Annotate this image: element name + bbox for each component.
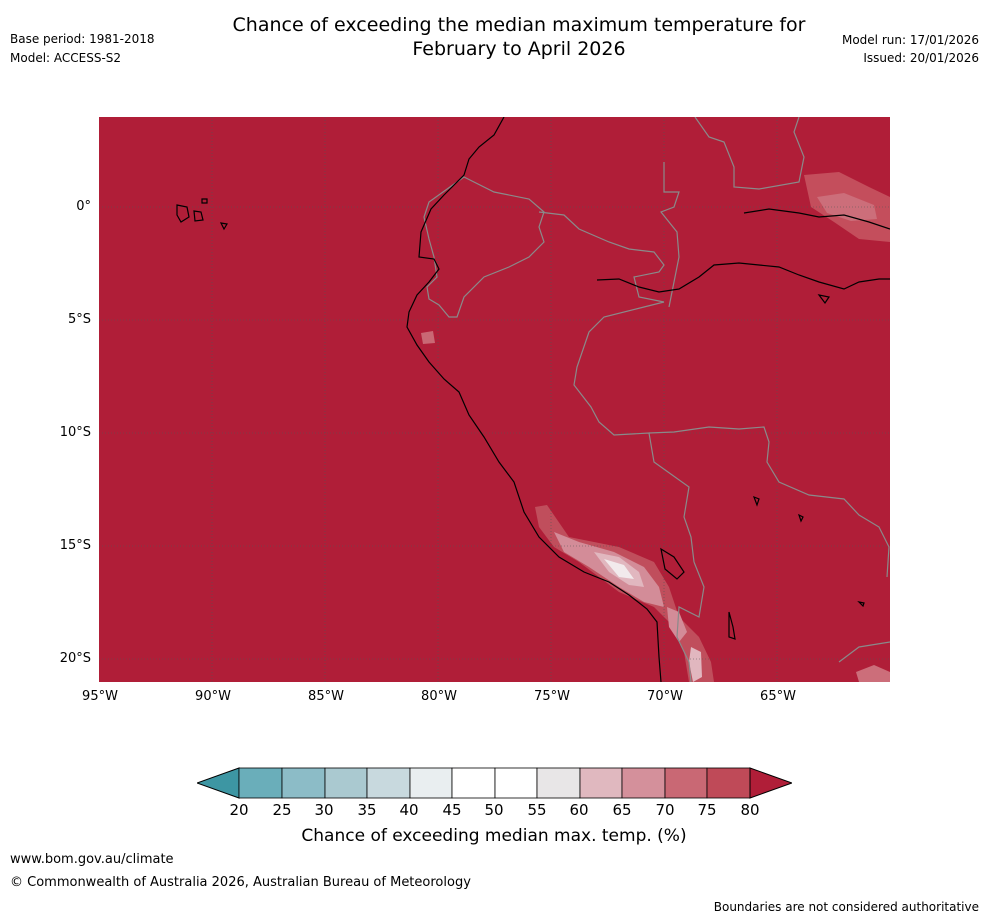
issued-text: Issued: 20/01/2026 (863, 51, 979, 65)
forecast-map (99, 117, 890, 682)
colorbar-tick-80: 80 (740, 801, 760, 819)
colorbar-tick-40: 40 (399, 801, 419, 819)
colorbar-min-arrow (197, 767, 240, 799)
colorbar-tick-50: 50 (484, 801, 504, 819)
title-line-2: February to April 2026 (412, 38, 626, 60)
lon-label-95w: 95°W (82, 689, 118, 704)
gridlines (99, 117, 890, 682)
colorbar-tick-20: 20 (229, 801, 249, 819)
colorbar-bin-50-55 (494, 767, 538, 799)
lat-label-20s: 20°S (59, 651, 91, 666)
map-background (99, 117, 890, 682)
colorbar-bin-60-65 (579, 767, 623, 799)
lon-label-65w: 65°W (760, 689, 796, 704)
colorbar-bin-30-35 (324, 767, 368, 799)
lon-label-85w: 85°W (308, 689, 344, 704)
colorbar-bin-45-50 (451, 767, 496, 799)
colorbar-tick-30: 30 (314, 801, 334, 819)
colorbar-bin-40-45 (409, 767, 453, 799)
colorbar-tick-35: 35 (357, 801, 377, 819)
colorbar-tick-70: 70 (655, 801, 675, 819)
lat-label-0: 0° (76, 199, 91, 214)
colorbar-tick-75: 75 (697, 801, 717, 819)
colorbar (197, 767, 792, 799)
lat-label-10s: 10°S (59, 425, 91, 440)
colorbar-tick-45: 45 (442, 801, 462, 819)
coastline (176, 117, 890, 682)
copyright-text: © Commonwealth of Australia 2026, Austra… (10, 875, 471, 890)
title-line-1: Chance of exceeding the median maximum t… (232, 14, 806, 36)
map-title: Chance of exceeding the median maximum t… (0, 13, 988, 61)
colorbar-bin-65-70 (621, 767, 666, 799)
probability-shading (421, 172, 890, 682)
lat-label-5s: 5°S (67, 312, 91, 327)
colorbar-bin-70-75 (664, 767, 708, 799)
colorbar-tick-60: 60 (569, 801, 589, 819)
colorbar-max-arrow (749, 767, 792, 799)
lon-label-75w: 75°W (534, 689, 570, 704)
colorbar-bin-75-80 (706, 767, 751, 799)
lon-label-90w: 90°W (195, 689, 231, 704)
colorbar-label: Chance of exceeding median max. temp. (%… (301, 826, 687, 846)
colorbar-tick-65: 65 (612, 801, 632, 819)
disclaimer-text: Boundaries are not considered authoritat… (713, 900, 979, 914)
base-period-text: Base period: 1981-2018 (10, 32, 155, 46)
country-boundaries (423, 117, 890, 682)
colorbar-bin-25-30 (281, 767, 326, 799)
model-run-text: Model run: 17/01/2026 (841, 33, 979, 47)
lon-label-70w: 70°W (647, 689, 683, 704)
lat-label-15s: 15°S (59, 538, 91, 553)
colorbar-bin-35-40 (366, 767, 411, 799)
colorbar-bin-20-25 (238, 767, 283, 799)
colorbar-tick-25: 25 (272, 801, 292, 819)
colorbar-bin-55-60 (536, 767, 581, 799)
lon-label-80w: 80°W (421, 689, 457, 704)
website-link[interactable]: www.bom.gov.au/climate (10, 852, 174, 867)
model-text: Model: ACCESS-S2 (10, 51, 122, 65)
colorbar-tick-55: 55 (527, 801, 547, 819)
